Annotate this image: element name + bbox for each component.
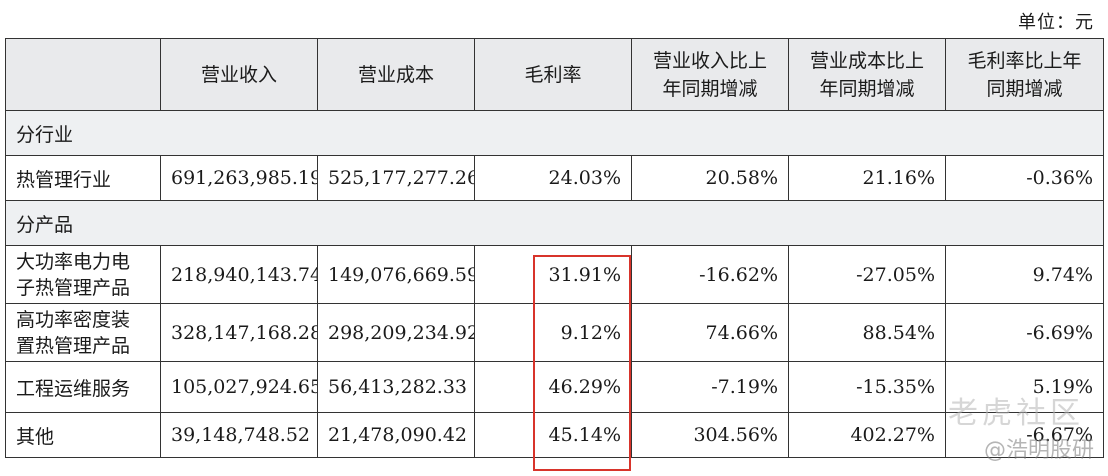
cell-revenue: 328,147,168.28: [160, 303, 318, 362]
cell-cost-change: 88.54%: [788, 303, 946, 362]
cell-revenue-change: 20.58%: [631, 155, 789, 201]
row-name: 大功率电力电 子热管理产品: [5, 245, 161, 304]
cell-revenue-change: -16.62%: [631, 245, 789, 304]
header-cost: 营业成本: [317, 38, 475, 111]
watermark-logo: 老虎社区: [948, 396, 1084, 431]
watermark-handle: @浩明股研: [983, 438, 1094, 463]
section-title: 分行业: [5, 110, 1104, 156]
cell-cost: 149,076,669.59: [317, 245, 475, 304]
header-revenue-change: 营业收入比上 年同期增减: [631, 38, 789, 111]
cell-margin: 46.29%: [474, 361, 632, 413]
row-name: 高功率密度装 置热管理产品: [5, 303, 161, 362]
cell-margin-change: -6.69%: [945, 303, 1104, 362]
row-name: 热管理行业: [5, 155, 161, 201]
cell-cost-change: -15.35%: [788, 361, 946, 413]
table-row: 工程运维服务 105,027,924.65 56,413,282.33 46.2…: [5, 361, 1104, 413]
header-empty: [5, 38, 161, 111]
cell-revenue-change: 74.66%: [631, 303, 789, 362]
cell-revenue: 39,148,748.52: [160, 412, 318, 458]
header-revenue: 营业收入: [160, 38, 318, 111]
header-cost-change: 营业成本比上 年同期增减: [788, 38, 946, 111]
section-row-industry: 分行业: [5, 110, 1104, 156]
header-margin-change: 毛利率比上年 同期增减: [945, 38, 1104, 111]
cell-margin: 24.03%: [474, 155, 632, 201]
row-name: 其他: [5, 412, 161, 458]
cell-margin-change: 9.74%: [945, 245, 1104, 304]
section-title: 分产品: [5, 200, 1104, 246]
table-row: 高功率密度装 置热管理产品 328,147,168.28 298,209,234…: [5, 303, 1104, 362]
table-row: 热管理行业 691,263,985.19 525,177,277.26 24.0…: [5, 155, 1104, 201]
cell-cost: 21,478,090.42: [317, 412, 475, 458]
cell-margin: 31.91%: [474, 245, 632, 304]
header-margin: 毛利率: [474, 38, 632, 111]
table-row: 大功率电力电 子热管理产品 218,940,143.74 149,076,669…: [5, 245, 1104, 304]
cell-cost: 298,209,234.92: [317, 303, 475, 362]
unit-label: 单位：元: [1018, 12, 1094, 33]
cell-revenue-change: -7.19%: [631, 361, 789, 413]
cell-cost-change: -27.05%: [788, 245, 946, 304]
cell-revenue: 105,027,924.65: [160, 361, 318, 413]
cell-revenue-change: 304.56%: [631, 412, 789, 458]
cell-revenue: 691,263,985.19: [160, 155, 318, 201]
cell-cost: 56,413,282.33: [317, 361, 475, 413]
header-row: 营业收入 营业成本 毛利率 营业收入比上 年同期增减 营业成本比上 年同期增减 …: [5, 38, 1104, 111]
cell-revenue: 218,940,143.74: [160, 245, 318, 304]
table-row: 其他 39,148,748.52 21,478,090.42 45.14% 30…: [5, 412, 1104, 458]
financial-table: 营业收入 营业成本 毛利率 营业收入比上 年同期增减 营业成本比上 年同期增减 …: [5, 38, 1104, 458]
section-row-product: 分产品: [5, 200, 1104, 246]
cell-margin-change: 5.19%: [945, 361, 1104, 413]
cell-cost-change: 402.27%: [788, 412, 946, 458]
cell-cost-change: 21.16%: [788, 155, 946, 201]
cell-cost: 525,177,277.26: [317, 155, 475, 201]
cell-margin: 45.14%: [474, 412, 632, 458]
row-name: 工程运维服务: [5, 361, 161, 413]
cell-margin-change: -0.36%: [945, 155, 1104, 201]
cell-margin: 9.12%: [474, 303, 632, 362]
cell-margin-change: -6.67%: [945, 412, 1104, 458]
